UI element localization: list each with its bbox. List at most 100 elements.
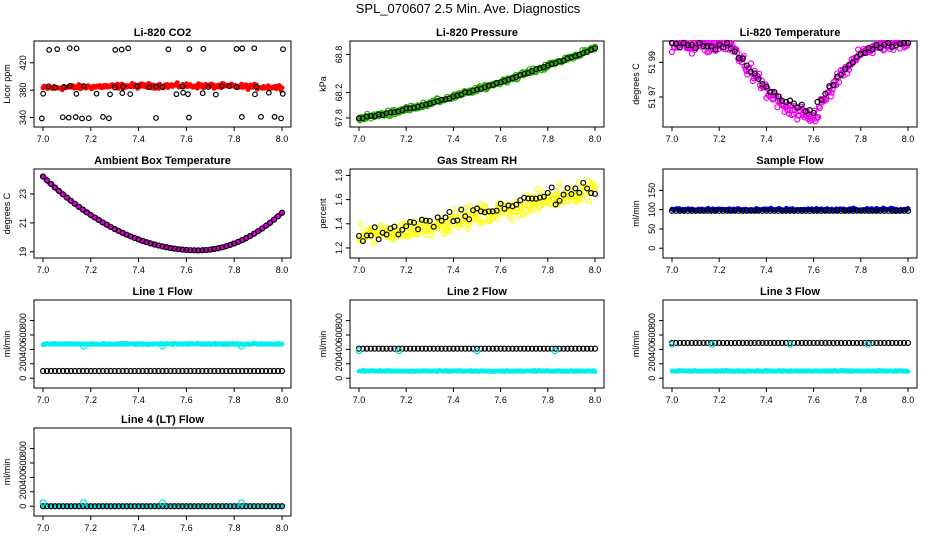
data-point	[576, 189, 583, 196]
data-point	[45, 83, 52, 90]
spike-point	[551, 347, 559, 355]
data-point	[481, 209, 488, 216]
data-point	[489, 345, 496, 352]
y-tick-label: 50	[647, 224, 657, 234]
data-point	[171, 503, 178, 510]
x-tick-label: 7.2	[713, 395, 726, 405]
y-tick-label: 21	[18, 218, 28, 228]
data-point	[159, 367, 166, 375]
data-point	[80, 83, 87, 90]
data-point	[115, 367, 122, 375]
data-point	[123, 367, 130, 375]
data-point	[127, 367, 134, 375]
data-point	[841, 339, 849, 347]
data-point	[501, 345, 508, 352]
data-point	[131, 367, 138, 375]
data-point	[445, 228, 452, 235]
data-point	[91, 503, 98, 510]
data-point	[399, 226, 406, 233]
data-point	[743, 339, 750, 347]
spike-point	[39, 499, 47, 507]
data-point	[798, 101, 805, 108]
data-point	[367, 112, 374, 119]
data-point	[716, 207, 723, 214]
x-tick-label: 7.0	[37, 134, 50, 144]
data-point	[845, 339, 853, 347]
data-point	[375, 111, 382, 118]
data-point	[265, 89, 272, 96]
data-point	[688, 207, 695, 214]
data-point	[111, 84, 118, 91]
data-point	[67, 197, 74, 204]
data-point	[199, 503, 206, 510]
data-point	[403, 345, 410, 352]
y-tick-label: 19	[18, 247, 28, 257]
data-point	[700, 207, 707, 214]
data-point	[255, 503, 262, 510]
data-point	[708, 43, 715, 50]
data-point	[153, 115, 159, 121]
y-tick-label: 67.8	[334, 109, 344, 127]
data-point	[200, 45, 207, 52]
x-tick-label: 7.8	[855, 265, 868, 275]
data-point	[153, 83, 159, 90]
data-point	[802, 207, 809, 214]
data-point	[853, 339, 860, 347]
data-point	[790, 100, 798, 107]
x-tick-label: 7.8	[542, 395, 555, 405]
data-point	[87, 503, 94, 510]
data-point	[771, 207, 778, 214]
data-point	[51, 184, 59, 191]
x-tick-label: 7.2	[713, 265, 726, 275]
data-point	[59, 503, 67, 510]
data-point	[814, 339, 821, 347]
data-point	[411, 104, 418, 111]
data-point	[584, 185, 591, 192]
data-point	[716, 339, 723, 347]
series-layer	[39, 173, 286, 254]
x-tick-label: 7.2	[85, 265, 98, 275]
data-point	[187, 367, 194, 375]
data-point	[893, 207, 900, 214]
data-point	[822, 339, 829, 347]
data-point	[779, 97, 786, 104]
data-point	[255, 367, 262, 375]
data-point	[223, 243, 230, 250]
data-point	[274, 367, 282, 375]
chart-title: Ambient Box Temperature	[94, 155, 231, 167]
x-tick-label: 7.8	[228, 265, 241, 275]
x-tick-label: 7.6	[180, 134, 193, 144]
spike-point	[80, 342, 88, 350]
data-point	[869, 50, 876, 57]
data-point	[418, 345, 426, 352]
data-point	[127, 503, 134, 510]
data-point	[383, 231, 390, 238]
data-point	[466, 345, 473, 352]
chart-title: Gas Stream RH	[437, 155, 517, 167]
data-point	[857, 339, 864, 347]
y-axis-label: ml/min	[2, 459, 12, 486]
data-point	[59, 367, 67, 375]
data-point	[173, 91, 180, 98]
data-point	[712, 207, 719, 214]
y-tick-label: 0	[334, 376, 344, 381]
data-point	[191, 503, 198, 510]
data-point	[63, 367, 71, 375]
data-point	[223, 367, 230, 375]
data-point	[747, 207, 754, 214]
plot-frame	[33, 168, 292, 259]
y-tick-label: 23	[18, 189, 28, 199]
data-point	[278, 209, 286, 216]
data-point	[720, 339, 727, 347]
data-point	[185, 91, 191, 98]
data-point	[708, 207, 715, 214]
data-point	[822, 90, 829, 97]
data-point	[743, 207, 750, 214]
data-point	[525, 345, 532, 352]
y-axis-label: kPa	[318, 76, 328, 92]
data-point	[462, 345, 469, 352]
x-tick-label: 7.8	[228, 395, 241, 405]
data-point	[474, 205, 481, 212]
data-point	[877, 44, 884, 51]
data-point	[579, 195, 586, 202]
